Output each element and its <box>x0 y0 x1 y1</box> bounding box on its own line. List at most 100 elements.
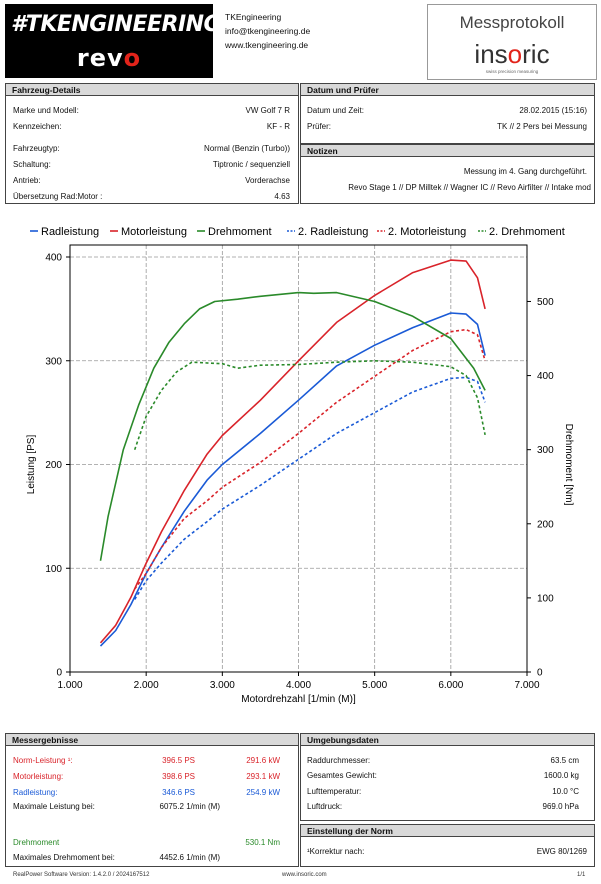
x-tick-label: 7.000 <box>514 680 539 691</box>
vehicle-value: VW Golf 7 R <box>245 106 290 115</box>
notes-panel <box>300 156 595 204</box>
environment-value: 10.0 °C <box>552 787 579 796</box>
insoric-logo-box: Messprotokoll insoric swiss precision me… <box>427 4 597 80</box>
legend-label: Motorleistung <box>121 226 187 238</box>
vehicle-value: Tiptronic / sequenziell <box>212 160 290 169</box>
vehicle-value: Normal (Benzin (Turbo)) <box>204 144 290 153</box>
x-tick-label: 4.000 <box>286 680 311 691</box>
y2-tick-label: 300 <box>537 445 554 456</box>
environment-label: Lufttemperatur: <box>307 787 362 796</box>
vehicle-label: Kennzeichen: <box>13 122 62 131</box>
y-tick-label: 300 <box>45 356 62 367</box>
examiner-value: TK // 2 Pers bei Messung <box>497 122 587 131</box>
insoric-logo: insoric <box>474 39 550 69</box>
motor-power-kw: 293.1 kW <box>246 772 280 781</box>
motor-power-ps: 398.6 PS <box>162 772 195 781</box>
environment-label: Raddurchmesser: <box>307 756 371 765</box>
chart-axes: 1.000 2.000 3.000 4.000 5.000 6.000 7.00001002… <box>45 244 554 691</box>
wheel-power-ps: 346.6 PS <box>162 788 195 797</box>
notes-line-2: Revo Stage 1 // DP Milltek // Wagner IC … <box>348 183 591 192</box>
notes-line-1: Messung im 4. Gang durchgeführt. <box>463 167 587 176</box>
protocol-title: Messprotokoll <box>459 13 565 32</box>
logo-revo-text: revo <box>76 44 142 72</box>
norm-power-label: Norm-Leistung ¹: <box>13 756 73 765</box>
norm-value: EWG 80/1269 <box>536 847 587 856</box>
legend-label: 2. Motorleistung <box>388 226 466 238</box>
date-panel <box>300 95 595 144</box>
y-axis-label: Leistung [PS] <box>26 435 37 495</box>
x-axis-label: Motordrehzahl [1/min (M)] <box>241 694 356 705</box>
x-tick-label: 1.000 <box>57 680 82 691</box>
environment-label: Gesamtes Gewicht: <box>307 771 377 780</box>
vehicle-value: Vorderachse <box>245 176 290 185</box>
y2-axis-label: Drehmoment [Nm] <box>563 424 574 506</box>
series-line-1 <box>99 259 486 644</box>
legend-label: 2. Drehmoment <box>489 226 565 238</box>
wheel-power-kw: 254.9 kW <box>246 788 280 797</box>
series-line-0 <box>99 312 486 647</box>
series-line-4 <box>134 328 486 590</box>
torque-label: Drehmoment <box>13 838 60 847</box>
series-line-3 <box>134 376 486 600</box>
environment-value: 1600.0 kg <box>543 771 579 780</box>
y2-tick-label: 200 <box>537 519 554 530</box>
max-torque-rpm-value: 4452.6 1/min (M) <box>159 853 220 862</box>
max-torque-rpm-label: Maximales Drehmoment bei: <box>13 853 115 862</box>
y-tick-label: 100 <box>45 564 62 575</box>
insoric-tagline: swiss precision measuring <box>485 69 539 74</box>
y2-tick-label: 100 <box>537 593 554 604</box>
legend-label: Drehmoment <box>208 226 272 238</box>
results-panel <box>5 745 299 867</box>
tkengineering-logo: #TKENGINEERING.DE revo <box>5 4 262 78</box>
norm-panel <box>300 836 595 867</box>
chart-series <box>99 259 486 647</box>
chart-legend: Radleistung Motorleistung Drehmoment 2. Rad… <box>30 226 565 238</box>
logo-tk-text: #TKENGINEERING.DE <box>11 12 262 37</box>
legend-label: 2. Radleistung <box>298 226 368 238</box>
environment-value: 969.0 hPa <box>542 802 579 811</box>
page-number: 1/1 <box>577 872 586 878</box>
date-label: Datum und Zeit: <box>307 106 364 115</box>
wheel-power-label: Radleistung: <box>13 788 58 797</box>
vehicle-label: Fahrzeugtyp: <box>13 144 60 153</box>
vehicle-value: 4.63 <box>274 192 290 201</box>
vehicle-details-panel <box>5 95 299 204</box>
x-tick-label: 3.000 <box>210 680 235 691</box>
environment-panel <box>300 745 595 821</box>
footer-website[interactable]: www.insoric.com <box>282 872 327 878</box>
environment-value: 63.5 cm <box>550 756 579 765</box>
vehicle-label: Marke und Modell: <box>13 106 79 115</box>
y-tick-label: 400 <box>45 253 62 264</box>
norm-power-kw: 291.6 kW <box>246 756 280 765</box>
dyno-chart: Radleistung Motorleistung Drehmoment 2. Rad… <box>26 226 574 705</box>
max-power-rpm-value: 6075.2 1/min (M) <box>159 802 220 811</box>
contact-website[interactable]: www.tkengineering.de <box>225 40 309 50</box>
vehicle-label: Übersetzung Rad:Motor : <box>13 192 103 201</box>
motor-power-label: Motorleistung: <box>13 772 64 781</box>
software-version: RealPower Software Version: 1.4.2.0 / 20… <box>13 872 150 878</box>
chart-grid <box>70 245 527 672</box>
series-line-2 <box>99 291 486 561</box>
examiner-label: Prüfer: <box>307 122 332 131</box>
y2-tick-label: 400 <box>537 371 554 382</box>
y-tick-label: 0 <box>56 668 62 679</box>
y2-tick-label: 0 <box>537 668 543 679</box>
contact-info: TKEngineering info@tkengineering.de www.… <box>225 10 310 52</box>
date-value: 28.02.2015 (15:16) <box>519 106 587 115</box>
environment-label: Luftdruck: <box>307 802 343 811</box>
legend-label: Radleistung <box>41 226 99 238</box>
company-name: TKEngineering <box>225 12 282 22</box>
norm-label: ¹Korrektur nach: <box>307 847 365 856</box>
norm-power-ps: 396.5 PS <box>162 756 195 765</box>
vehicle-label: Antrieb: <box>13 176 41 185</box>
series-line-5 <box>133 360 486 450</box>
torque-value: 530.1 Nm <box>245 838 280 847</box>
y-tick-label: 200 <box>45 460 62 471</box>
contact-email[interactable]: info@tkengineering.de <box>225 26 311 36</box>
x-tick-label: 5.000 <box>362 680 387 691</box>
y2-tick-label: 500 <box>537 297 554 308</box>
max-power-rpm-label: Maximale Leistung bei: <box>13 802 95 811</box>
x-tick-label: 6.000 <box>438 680 463 691</box>
vehicle-value: KF - R <box>266 122 290 131</box>
x-tick-label: 2.000 <box>134 680 159 691</box>
